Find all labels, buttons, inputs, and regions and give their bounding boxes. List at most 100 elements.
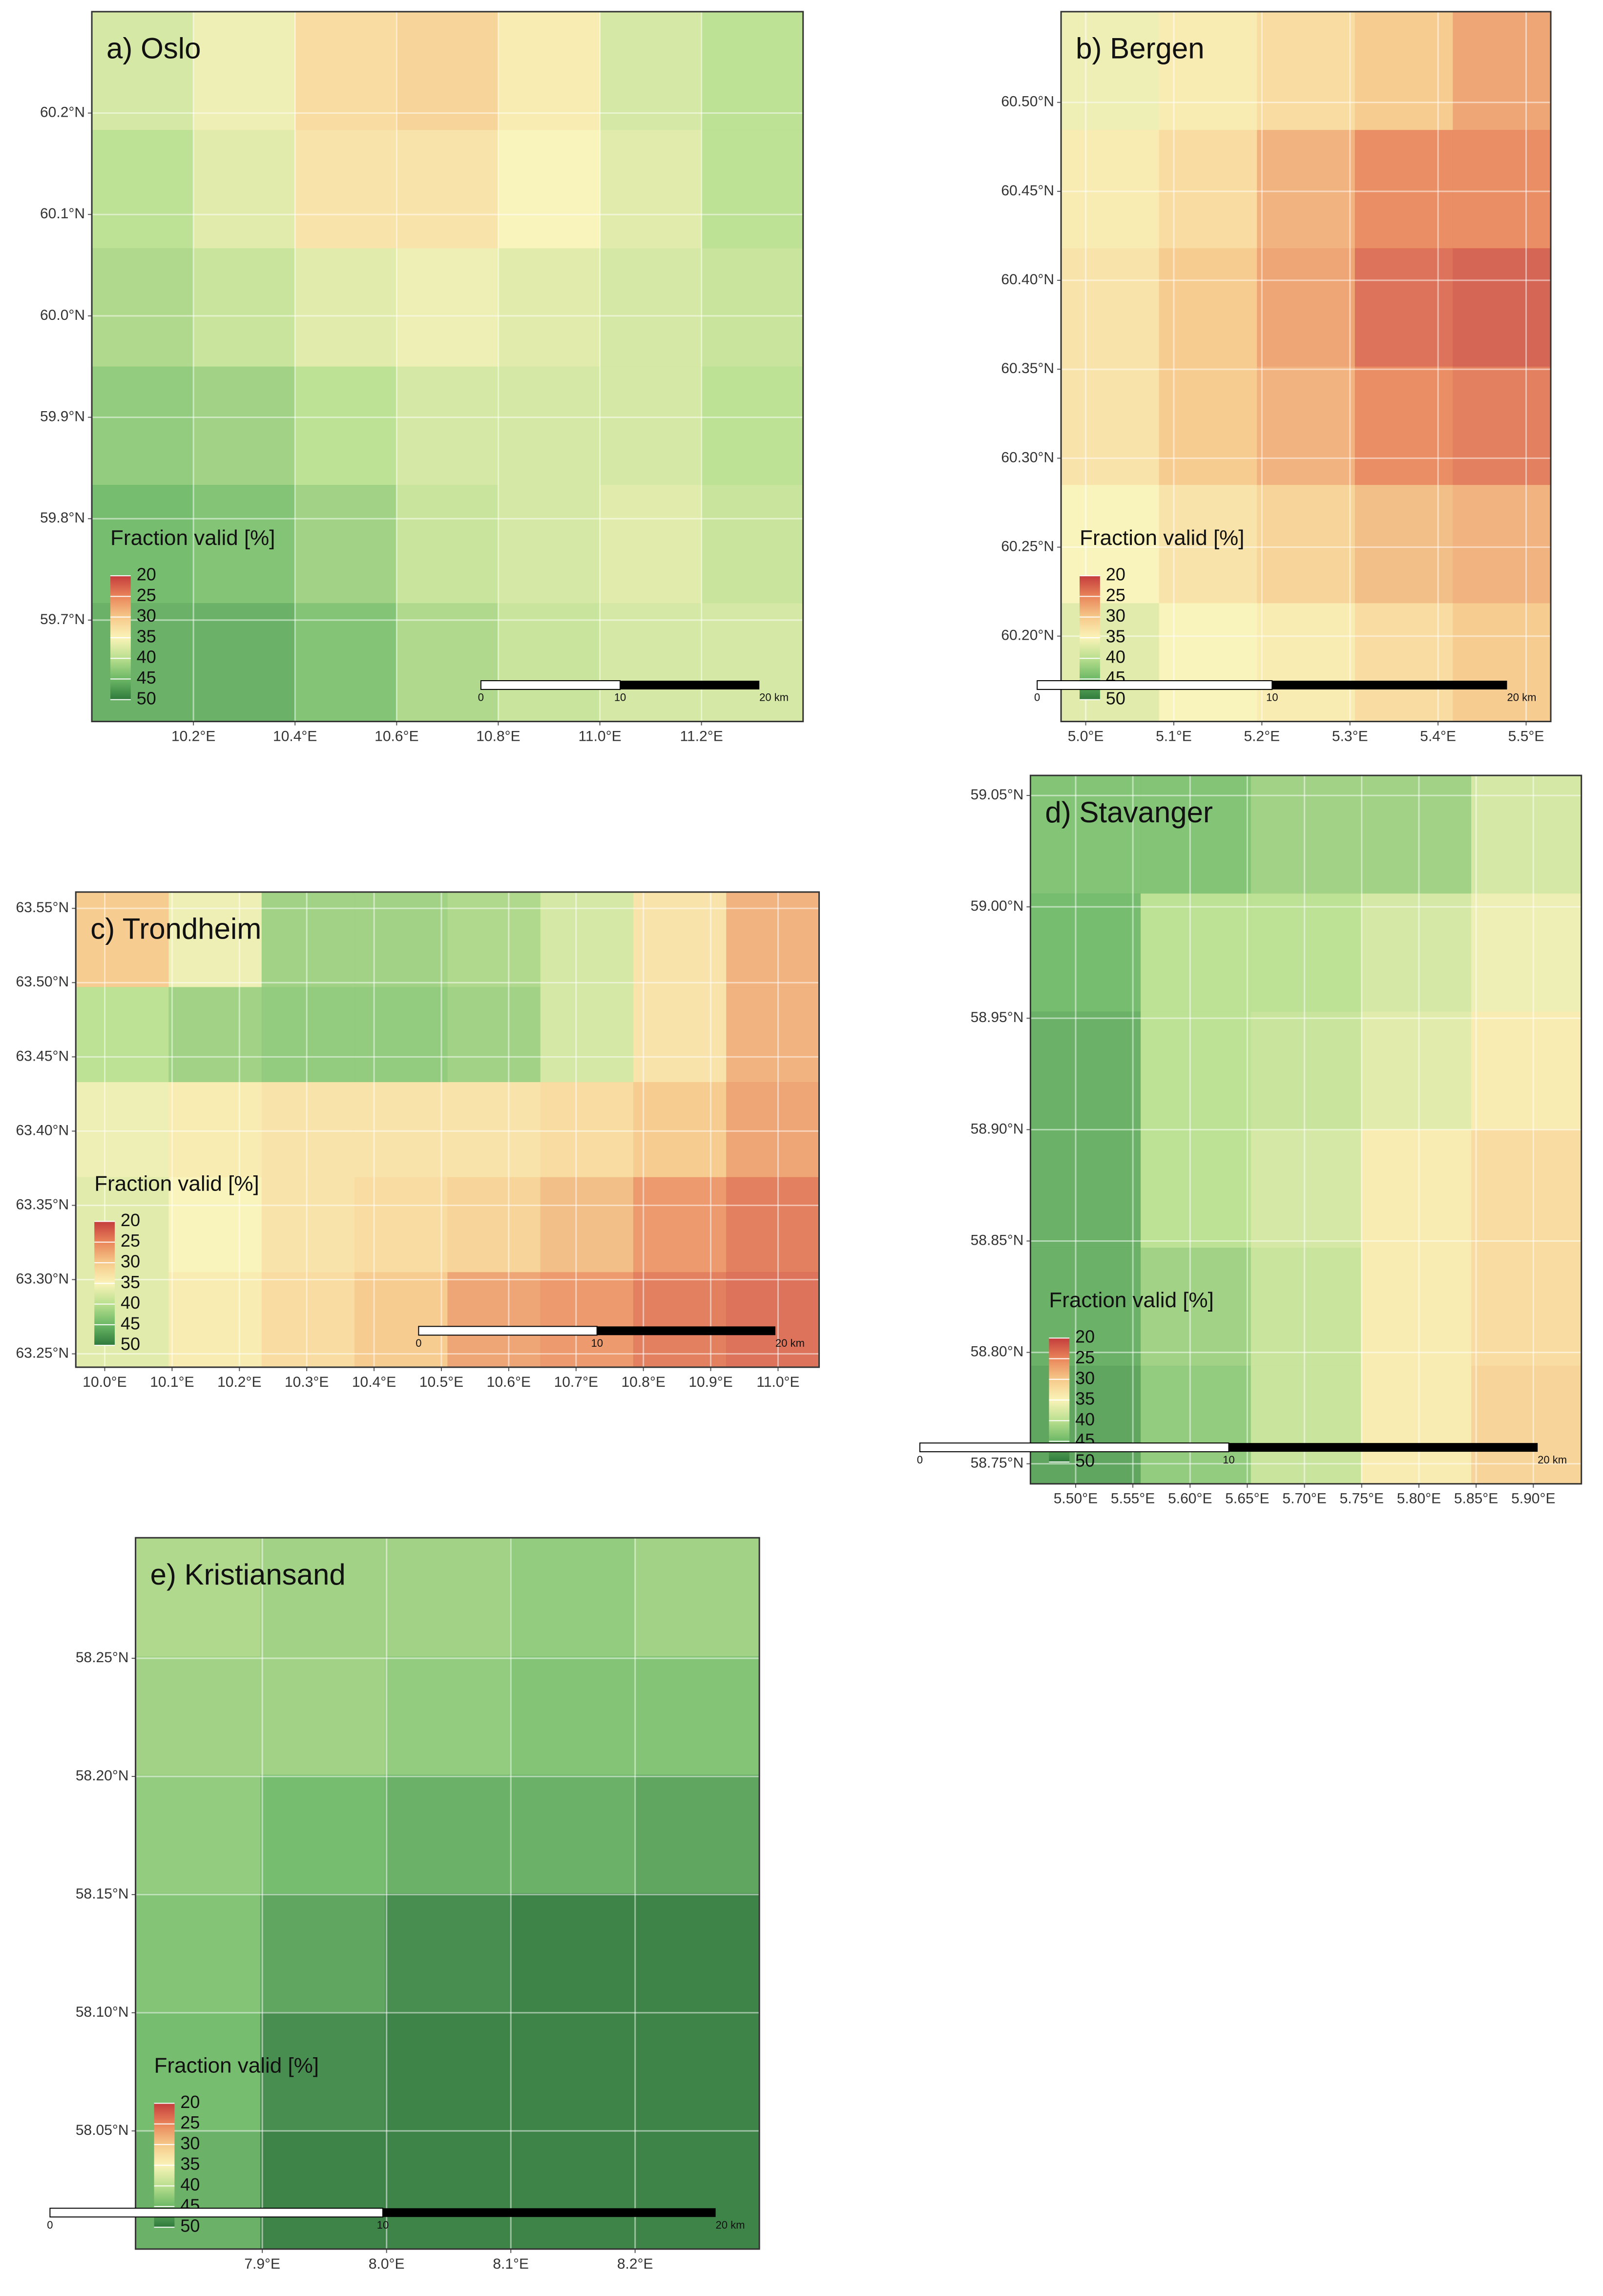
grid-cell — [633, 1082, 727, 1178]
x-tick-label: 10.0°E — [83, 1374, 126, 1390]
grid-cell — [385, 2130, 510, 2250]
grid-cell — [295, 485, 397, 604]
x-tick-label: 10.9°E — [688, 1374, 732, 1390]
scale-bar-white — [919, 1442, 1229, 1453]
grid-cell — [498, 248, 601, 367]
legend-label: 35 — [137, 626, 156, 646]
grid-cell — [1250, 775, 1361, 894]
x-tick-label: 8.2°E — [617, 2256, 653, 2272]
panel-title: d) Stavanger — [1045, 796, 1213, 829]
legend-label: 25 — [121, 1231, 140, 1251]
grid-cell — [1354, 248, 1453, 367]
grid-cell — [295, 603, 397, 722]
scale-bar-label: 0 — [47, 2219, 53, 2231]
grid-cell — [193, 11, 295, 130]
grid-cell — [510, 1893, 635, 2012]
grid-cell — [498, 11, 601, 130]
grid-cell — [447, 987, 541, 1083]
grid-cell — [1257, 11, 1355, 130]
scale-bar-label: 0 — [478, 691, 484, 704]
x-tick-label: 10.4°E — [273, 728, 317, 744]
grid-cell — [600, 130, 702, 249]
legend-title: Fraction valid [%] — [1080, 526, 1244, 550]
grid-cell — [726, 987, 820, 1083]
legend-label: 20 — [180, 2092, 200, 2112]
grid-cell — [600, 485, 702, 604]
x-tick-label: 10.8°E — [476, 728, 520, 744]
grid-cell — [260, 2012, 386, 2131]
grid-cell — [1257, 485, 1355, 604]
scale-bar-label: 0 — [1034, 691, 1040, 704]
x-tick-label: 8.1°E — [493, 2256, 529, 2272]
legend-label: 40 — [1106, 647, 1125, 667]
y-tick-label: 59.8°N — [40, 510, 85, 526]
grid-cell — [168, 987, 262, 1083]
grid-cell — [1141, 1365, 1251, 1484]
grid-cell — [510, 1538, 635, 1657]
y-tick-label: 59.05°N — [971, 787, 1024, 803]
grid-cell — [1141, 1011, 1251, 1130]
grid-cell — [354, 1177, 448, 1273]
grid-cell — [633, 987, 727, 1083]
x-tick-label: 10.4°E — [352, 1374, 396, 1390]
y-tick-label: 63.55°N — [16, 899, 69, 916]
y-tick-label: 63.35°N — [16, 1196, 69, 1212]
grid-cell — [1471, 1365, 1582, 1484]
grid-cell — [726, 892, 820, 987]
x-tick-label: 5.1°E — [1156, 728, 1192, 744]
legend-label: 50 — [1106, 688, 1125, 708]
x-tick-label: 10.8°E — [621, 1374, 665, 1390]
scale-bar-label: 0 — [917, 1454, 923, 1466]
grid-cell — [76, 1082, 169, 1178]
scale-bar-label: 20 km — [716, 2219, 745, 2231]
panel-title: e) Kristiansand — [150, 1558, 346, 1591]
legend-title: Fraction valid [%] — [110, 526, 275, 550]
grid-cell — [634, 2012, 760, 2131]
grid-cell — [1354, 366, 1453, 485]
legend-label: 30 — [137, 605, 156, 626]
grid-cell — [1159, 11, 1257, 130]
y-tick-label: 60.20°N — [1001, 627, 1054, 644]
grid-cell — [1061, 248, 1160, 367]
grid-cell — [385, 1893, 510, 2012]
grid-cell — [396, 366, 499, 485]
x-tick-label: 5.3°E — [1332, 728, 1368, 744]
grid-cell — [1141, 1129, 1251, 1248]
legend-label: 35 — [121, 1272, 140, 1292]
x-tick-label: 10.2°E — [217, 1374, 261, 1390]
grid-cell — [633, 1177, 727, 1273]
legend-label: 35 — [1106, 626, 1125, 646]
grid-cell — [1030, 1011, 1141, 1130]
grid-cell — [1361, 775, 1472, 894]
legend-title: Fraction valid [%] — [94, 1171, 259, 1195]
grid-cell — [726, 1082, 820, 1178]
scale-bar-label: 20 km — [1538, 1454, 1567, 1466]
legend-label: 25 — [137, 585, 156, 605]
grid-cell — [600, 366, 702, 485]
grid-cell — [540, 987, 634, 1083]
grid-cell — [510, 1656, 635, 1775]
x-tick-label: 5.2°E — [1244, 728, 1280, 744]
grid-cell — [92, 248, 194, 367]
grid-cell — [1061, 130, 1160, 249]
grid-cell — [385, 1774, 510, 1894]
grid-cell — [396, 248, 499, 367]
grid-cell — [295, 130, 397, 249]
grid-cell — [1453, 11, 1551, 130]
grid-cell — [600, 11, 702, 130]
grid-cell — [354, 1082, 448, 1178]
grid-cell — [1159, 366, 1257, 485]
y-tick-label: 59.00°N — [971, 898, 1024, 914]
scale-bar-black — [620, 680, 760, 689]
scale-bar-label: 20 km — [1507, 691, 1536, 704]
grid-cell — [1250, 1129, 1361, 1248]
grid-cell — [260, 1774, 386, 1894]
scale-bar-white — [480, 680, 621, 690]
panel-border — [75, 891, 820, 1368]
grid-cell — [168, 1177, 262, 1273]
grid-cell — [1030, 1129, 1141, 1248]
grid-cell — [261, 1272, 355, 1368]
legend-label: 20 — [137, 564, 156, 584]
legend-label: 50 — [180, 2216, 200, 2236]
grid-cell — [1030, 775, 1141, 894]
